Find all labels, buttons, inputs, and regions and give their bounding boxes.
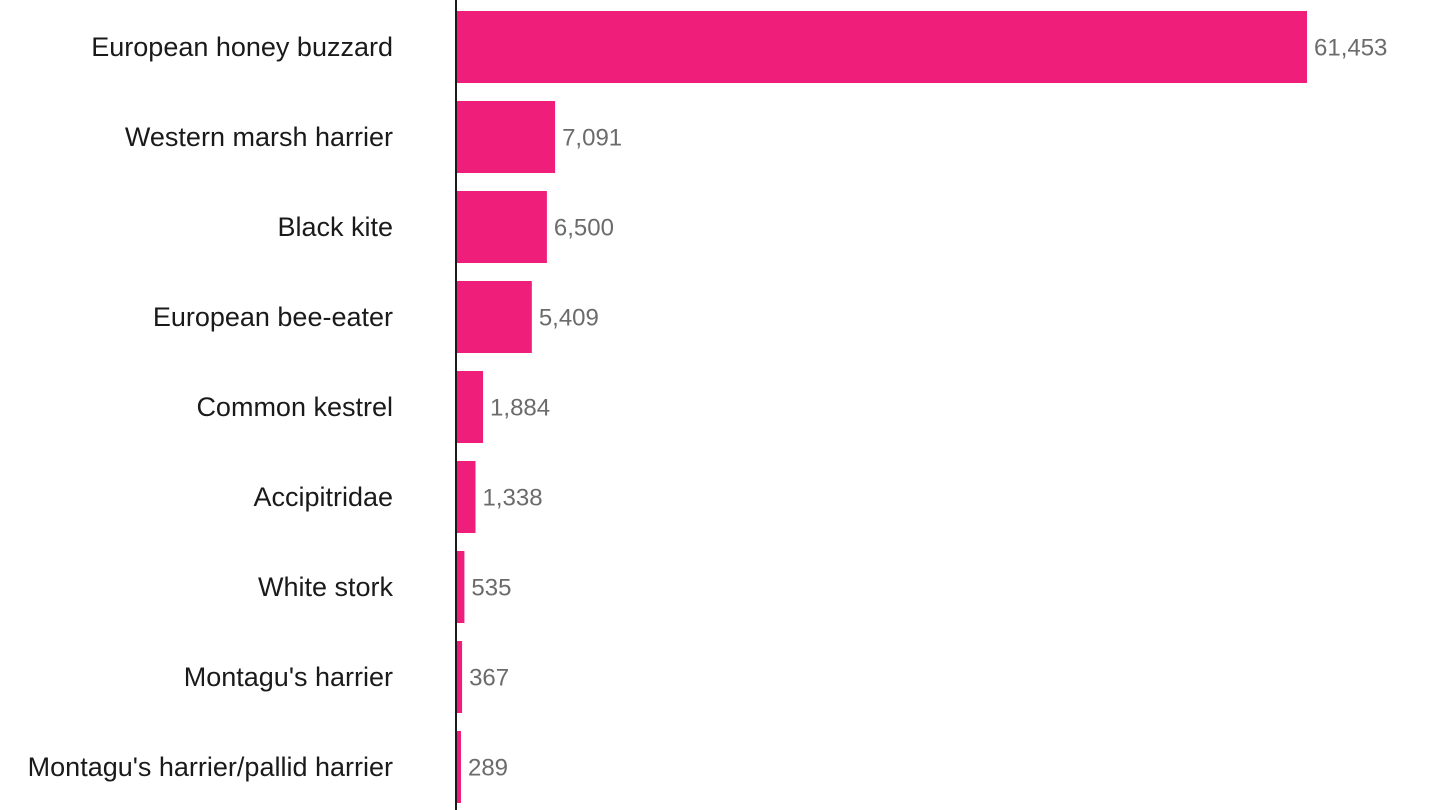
category-label: Western marsh harrier	[125, 122, 393, 152]
category-label: Montagu's harrier	[184, 662, 393, 692]
category-label: Accipitridae	[253, 482, 393, 512]
bar	[457, 461, 476, 533]
value-label: 61,453	[1314, 35, 1387, 62]
bar	[457, 191, 547, 263]
value-label: 6,500	[554, 215, 614, 242]
value-label: 1,884	[490, 395, 550, 422]
value-label: 1,338	[483, 485, 543, 512]
value-label: 7,091	[562, 125, 622, 152]
category-label: Common kestrel	[196, 392, 393, 422]
category-label: European bee-eater	[153, 302, 393, 332]
bar	[457, 551, 465, 623]
bars-group	[457, 11, 1307, 803]
bar	[457, 101, 556, 173]
category-label: European honey buzzard	[91, 32, 393, 62]
category-label: Black kite	[277, 212, 393, 242]
bar	[457, 281, 532, 353]
category-label: Montagu's harrier/pallid harrier	[28, 752, 393, 782]
category-label: White stork	[258, 572, 394, 602]
value-labels: 61,453 7,091 6,500 5,409 1,884 1,338 535 367 289	[468, 35, 1387, 782]
value-label: 5,409	[539, 305, 599, 332]
value-label: 367	[469, 665, 509, 692]
bar	[457, 731, 461, 803]
category-labels: European honey buzzard Western marsh harr…	[28, 32, 394, 782]
bar	[457, 371, 484, 443]
bar	[457, 11, 1307, 83]
bar	[457, 641, 463, 713]
value-label: 535	[471, 575, 511, 602]
value-label: 289	[468, 755, 508, 782]
